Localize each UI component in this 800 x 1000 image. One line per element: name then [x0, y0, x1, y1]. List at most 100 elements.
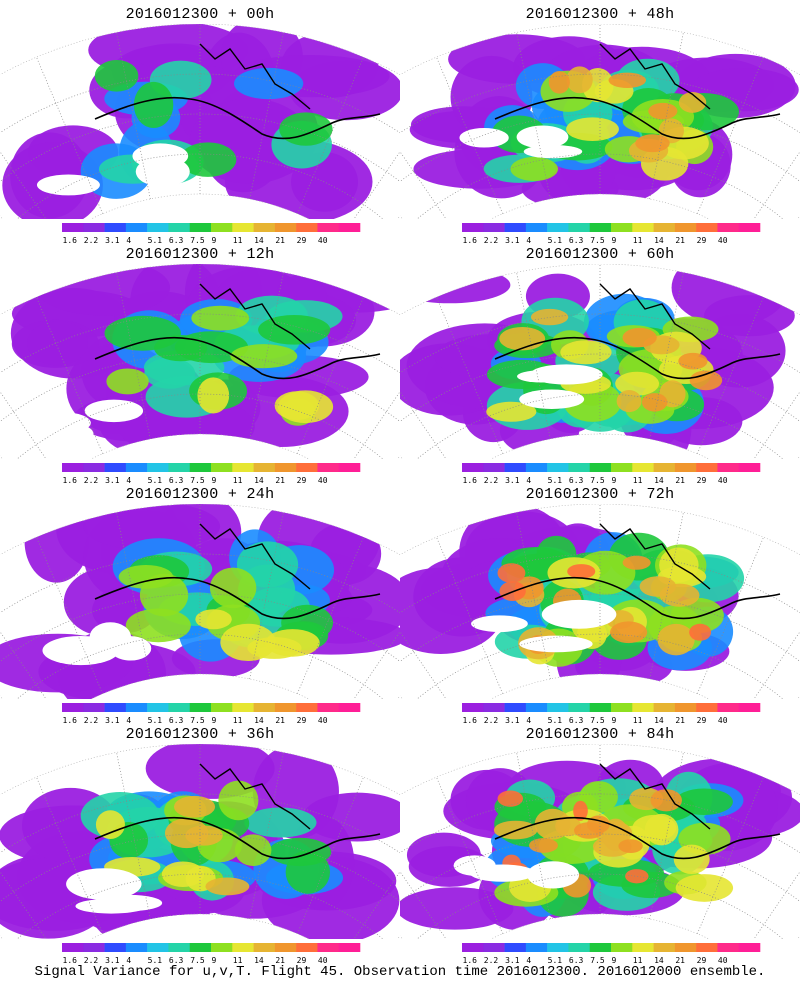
colorbar-swatch	[62, 703, 84, 712]
colorbar-label: 6.3	[169, 236, 184, 245]
colorbar-swatch	[189, 703, 212, 712]
colorbar-label: 3.1	[505, 476, 520, 485]
colorbar-swatch	[104, 223, 127, 232]
colorbar: 1.6 2.2 3.1 4 5.1 6.3 7.5 9 11 14 21 29 40	[462, 223, 761, 245]
colorbar-swatch	[589, 463, 612, 472]
colorbar-label: 5.1	[148, 236, 163, 245]
colorbar-label: 9	[212, 956, 217, 965]
colorbar-swatch	[525, 463, 548, 472]
colorbar-label: 2.2	[84, 716, 99, 725]
colorbar-swatch	[62, 943, 84, 952]
colorbar-swatch	[168, 943, 191, 952]
variance-map	[400, 744, 800, 939]
colorbar-label: 21	[275, 956, 285, 965]
colorbar-label: 5.1	[148, 476, 163, 485]
colorbar-label: 3.1	[105, 236, 120, 245]
colorbar-label: 6.3	[169, 716, 184, 725]
colorbar-label: 29	[297, 716, 307, 725]
colorbar-swatch	[632, 943, 654, 952]
colorbar-label: 6.3	[569, 956, 584, 965]
colorbar-swatch	[632, 223, 654, 232]
colorbar-swatch	[696, 943, 718, 952]
colorbar-label: 5.1	[548, 476, 563, 485]
colorbar-label: 21	[275, 716, 285, 725]
panel-title: 2016012300 + 60h	[525, 246, 675, 263]
map-panel: 2016012300 + 00h 1.6 2.2 3.1 4 5.1 6.3 7.5 9 11 14…	[0, 0, 400, 245]
colorbar-label: 9	[212, 476, 217, 485]
panel-title: 2016012300 + 00h	[125, 6, 275, 23]
colorbar-swatch	[253, 223, 276, 232]
colorbar-label: 4	[126, 236, 131, 245]
colorbar-swatch	[125, 943, 148, 952]
colorbar-label: 11	[633, 236, 643, 245]
colorbar-swatch	[504, 463, 527, 472]
colorbar-swatch	[62, 463, 84, 472]
colorbar-label: 21	[675, 716, 685, 725]
colorbar-label: 14	[254, 236, 264, 245]
colorbar-label: 1.6	[463, 956, 478, 965]
colorbar-swatch	[296, 703, 318, 712]
colorbar-swatch	[525, 223, 548, 232]
colorbar-label: 1.6	[463, 476, 478, 485]
colorbar-swatch	[83, 223, 105, 232]
colorbar-swatch	[253, 943, 276, 952]
colorbar-swatch	[483, 703, 505, 712]
colorbar-label: 1.6	[463, 716, 478, 725]
colorbar-label: 7.5	[190, 236, 205, 245]
colorbar-swatch	[717, 943, 740, 952]
colorbar-swatch	[611, 703, 633, 712]
colorbar-swatch	[653, 223, 676, 232]
colorbar-label: 2.2	[484, 956, 499, 965]
colorbar-label: 1.6	[63, 716, 78, 725]
colorbar-label: 6.3	[169, 956, 184, 965]
colorbar-label: 40	[318, 236, 328, 245]
colorbar-label: 1.6	[63, 476, 78, 485]
panel-title: 2016012300 + 48h	[525, 6, 675, 23]
colorbar-swatch	[547, 223, 569, 232]
colorbar-swatch	[653, 943, 676, 952]
colorbar-swatch	[296, 463, 318, 472]
colorbar-swatch	[483, 223, 505, 232]
colorbar-label: 21	[675, 476, 685, 485]
colorbar-label: 11	[233, 236, 243, 245]
colorbar-swatch	[696, 703, 718, 712]
colorbar-swatch	[232, 223, 254, 232]
colorbar-swatch	[317, 703, 340, 712]
colorbar-label: 5.1	[548, 956, 563, 965]
colorbar-swatch	[211, 463, 233, 472]
variance-map	[400, 24, 800, 219]
colorbar-label: 14	[254, 716, 264, 725]
colorbar-label: 11	[233, 956, 243, 965]
colorbar-swatch	[83, 943, 105, 952]
colorbar-swatch	[547, 463, 569, 472]
colorbar-label: 40	[718, 236, 728, 245]
colorbar-label: 29	[697, 956, 707, 965]
colorbar-swatch	[274, 943, 297, 952]
colorbar-swatch	[462, 463, 484, 472]
colorbar-swatch	[232, 703, 254, 712]
colorbar-swatch	[147, 463, 169, 472]
map-panel: 2016012300 + 24h 1.6 2.2 3.1 4 5.1 6.3 7.5 9 11 14…	[0, 480, 400, 725]
colorbar-label: 14	[654, 956, 664, 965]
colorbar-label: 21	[275, 476, 285, 485]
colorbar-swatch	[611, 223, 633, 232]
colorbar-label: 2.2	[484, 236, 499, 245]
colorbar-label: 7.5	[190, 716, 205, 725]
colorbar-swatch	[253, 463, 276, 472]
colorbar-swatch	[525, 703, 548, 712]
colorbar-label: 2.2	[84, 956, 99, 965]
colorbar-label: 5.1	[548, 716, 563, 725]
colorbar-swatch	[147, 943, 169, 952]
variance-map	[0, 744, 400, 939]
colorbar-swatch	[211, 223, 233, 232]
colorbar-swatch	[232, 463, 254, 472]
colorbar-swatch	[232, 943, 254, 952]
colorbar-swatch	[674, 223, 697, 232]
colorbar-label: 3.1	[105, 716, 120, 725]
colorbar-swatch	[189, 943, 212, 952]
colorbar-swatch	[568, 943, 591, 952]
colorbar-swatch	[738, 943, 761, 952]
colorbar-swatch	[125, 463, 148, 472]
colorbar-label: 7.5	[190, 476, 205, 485]
panel-title: 2016012300 + 24h	[125, 486, 275, 503]
